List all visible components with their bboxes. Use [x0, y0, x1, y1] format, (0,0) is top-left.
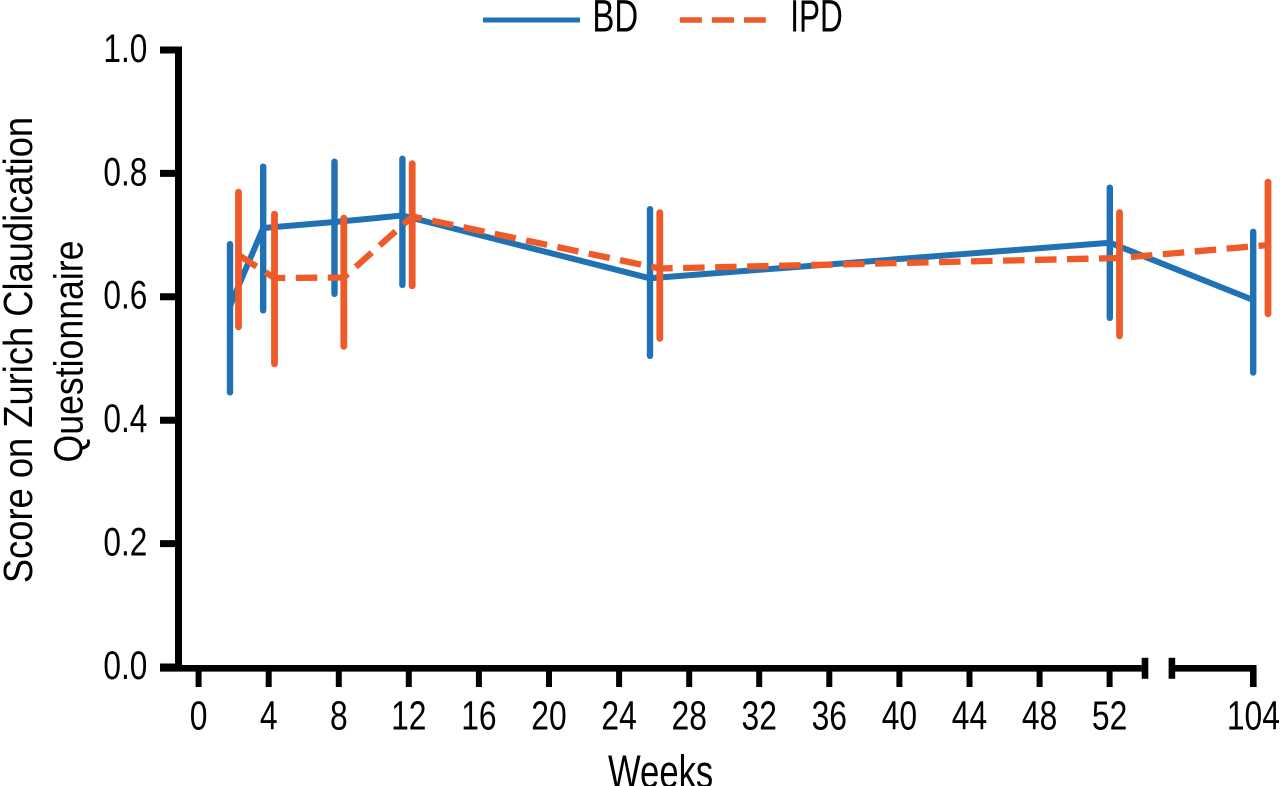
svg-text:1.0: 1.0: [103, 27, 147, 71]
svg-text:0.8: 0.8: [103, 150, 147, 194]
svg-text:0.6: 0.6: [103, 273, 147, 317]
svg-text:36: 36: [812, 693, 847, 739]
svg-text:0: 0: [190, 693, 208, 739]
svg-text:32: 32: [742, 693, 777, 739]
svg-text:28: 28: [672, 693, 707, 739]
svg-text:0.0: 0.0: [103, 644, 147, 688]
svg-text:0.4: 0.4: [103, 397, 147, 441]
svg-text:Questionnaire: Questionnaire: [46, 241, 92, 463]
svg-text:0.2: 0.2: [103, 520, 147, 564]
svg-text:16: 16: [461, 693, 496, 739]
svg-text:52: 52: [1092, 693, 1127, 739]
svg-text:8: 8: [330, 693, 348, 739]
svg-text:Score on Zurich Claudication: Score on Zurich Claudication: [0, 117, 42, 583]
svg-text:4: 4: [260, 693, 278, 739]
svg-text:BD: BD: [592, 0, 638, 42]
svg-text:48: 48: [1022, 693, 1057, 739]
svg-text:12: 12: [391, 693, 426, 739]
svg-text:20: 20: [531, 693, 566, 739]
svg-text:Weeks: Weeks: [608, 746, 713, 786]
svg-text:24: 24: [601, 693, 636, 739]
svg-text:40: 40: [882, 693, 917, 739]
svg-text:104: 104: [1227, 693, 1280, 739]
svg-text:IPD: IPD: [790, 0, 843, 42]
svg-text:44: 44: [952, 693, 987, 739]
